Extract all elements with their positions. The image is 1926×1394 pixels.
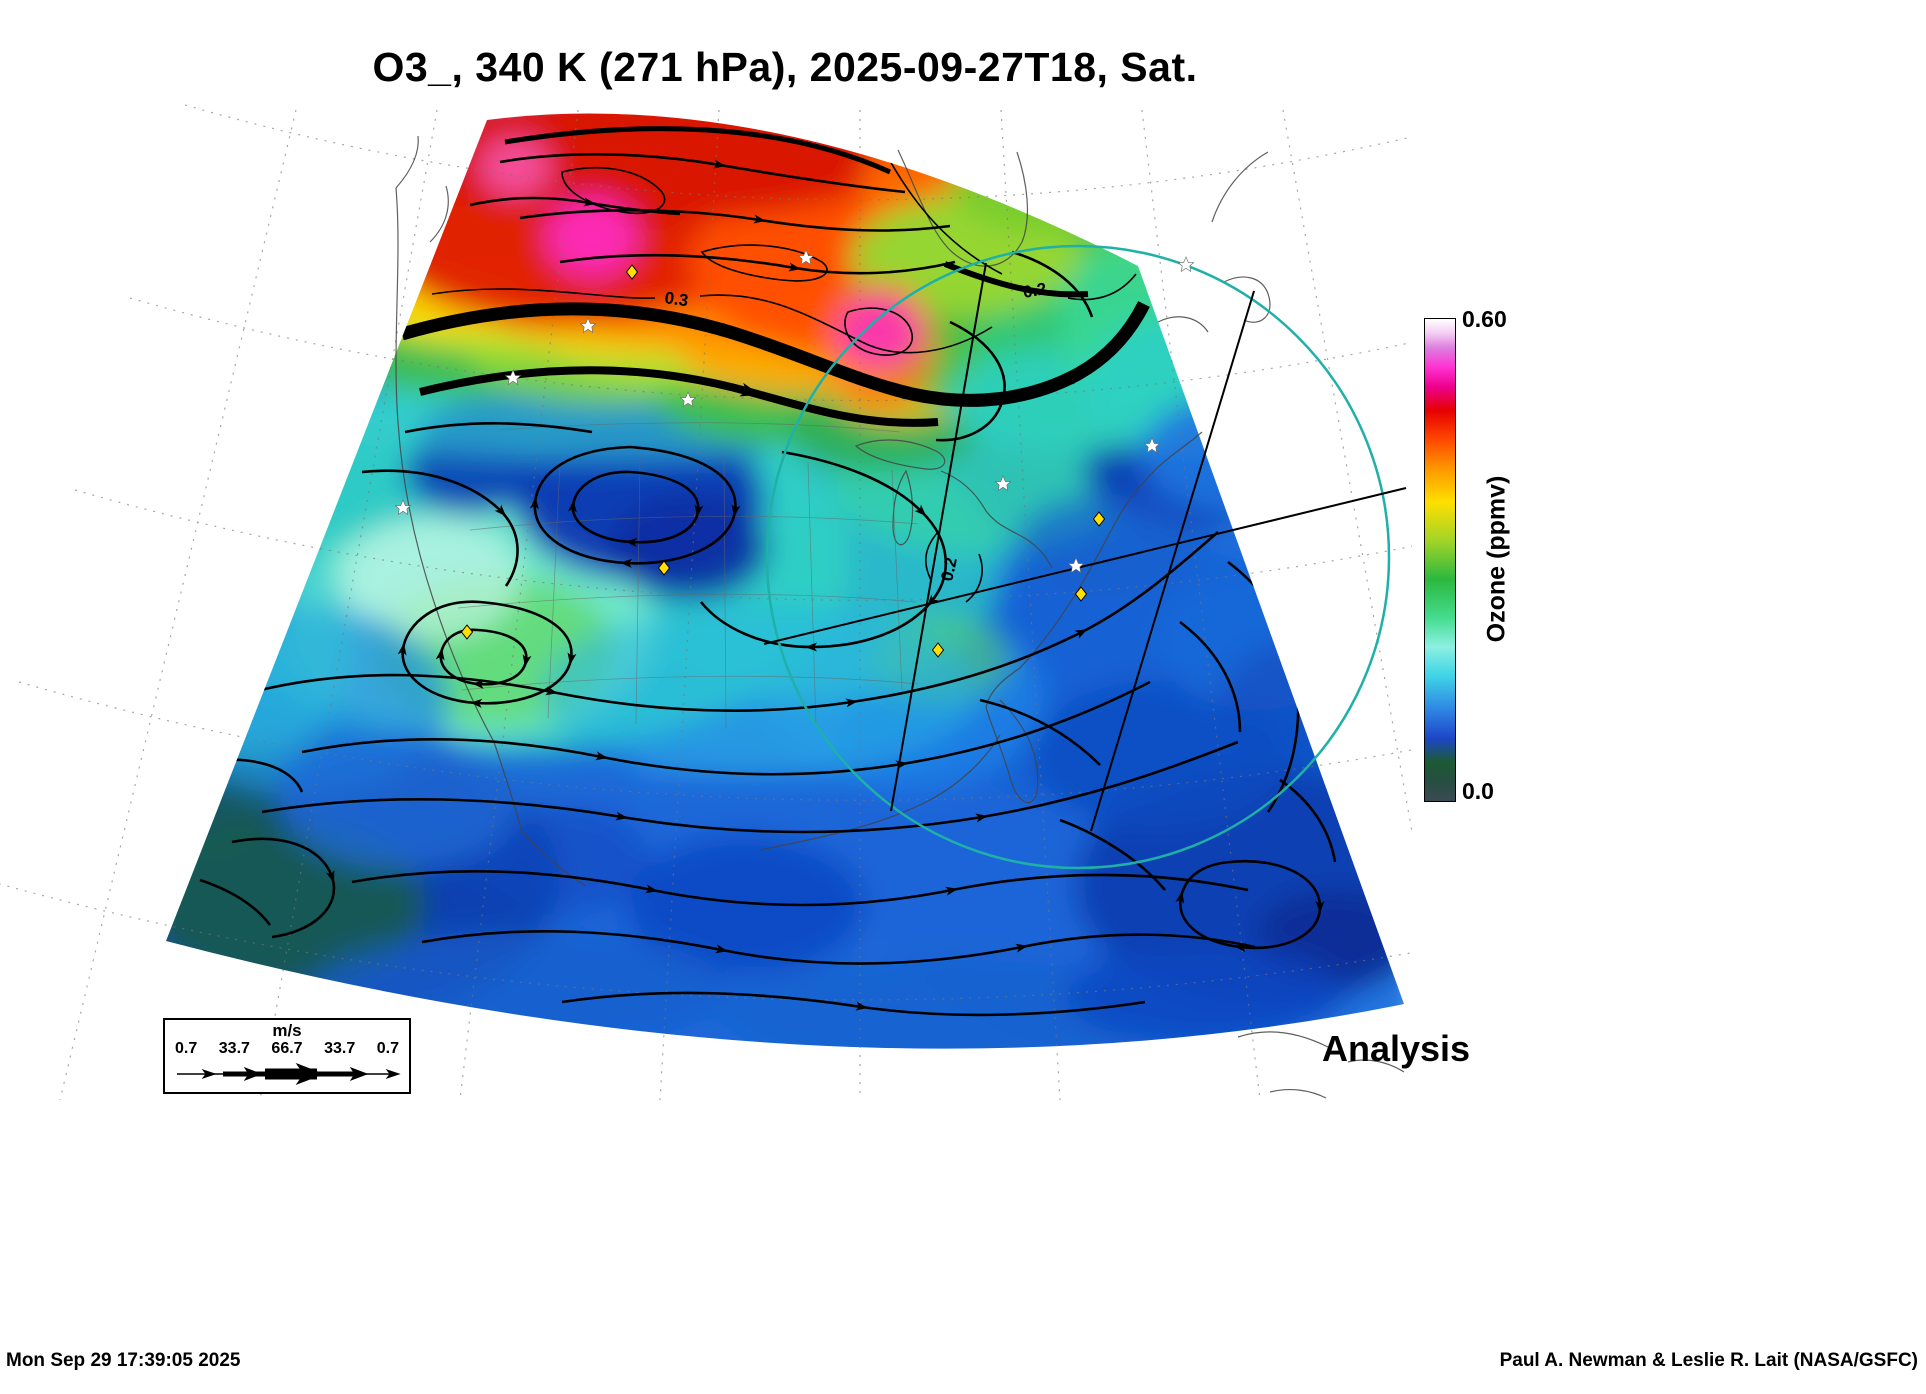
wind-scale-legend: m/s 0.7 33.7 66.7 33.7 0.7: [163, 1018, 411, 1094]
diamond-icon: [625, 264, 639, 280]
diamond-icon: [1074, 586, 1088, 602]
diamond-icon: [931, 642, 945, 658]
section-lines: [763, 262, 1407, 832]
wind-units-label: m/s: [272, 1021, 302, 1040]
colorbar-max-label: 0.60: [1462, 306, 1507, 332]
generation-timestamp: Mon Sep 29 17:39:05 2025: [6, 1350, 241, 1371]
wind-value: 66.7: [271, 1040, 303, 1057]
star-icon: [1143, 437, 1161, 454]
wind-values-row: 0.7 33.7 66.7 33.7 0.7: [165, 1040, 409, 1058]
star-icon: [579, 317, 597, 334]
star-icon: [1177, 256, 1195, 273]
range-ring: [765, 244, 1391, 870]
wind-value: 33.7: [218, 1040, 250, 1057]
star-icon: [994, 475, 1012, 492]
contour-label: 0.2: [937, 556, 961, 583]
diamond-markers: [460, 264, 1106, 658]
diamond-icon: [460, 624, 474, 640]
colorbar-gradient: [1424, 318, 1456, 802]
wind-value: 0.7: [376, 1040, 399, 1057]
colorbar-title: Ozone (ppmv): [1482, 475, 1511, 643]
colorbar-min-label: 0.0: [1462, 778, 1494, 804]
star-icon: [679, 391, 697, 408]
star-icon: [394, 499, 412, 516]
page-title: O3_, 340 K (271 hPa), 2025-09-27T18, Sat…: [372, 44, 1198, 90]
diamond-icon: [1092, 511, 1106, 527]
diamond-icon: [657, 560, 671, 576]
analysis-label: Analysis: [1322, 1028, 1471, 1069]
streamlines-layer: [199, 153, 1337, 1017]
contour-label: 0.3: [663, 288, 689, 310]
contour-label: 0.2: [1021, 279, 1048, 302]
star-markers: [394, 249, 1195, 574]
wind-value: 0.7: [175, 1040, 198, 1057]
ozone-color-field: [166, 113, 1404, 1049]
wind-scale-arrows-icon: [177, 1062, 401, 1086]
star-icon: [504, 369, 522, 386]
jet-stream-band: [400, 126, 1150, 427]
credit-line: Paul A. Newman & Leslie R. Lait (NASA/GS…: [1499, 1350, 1918, 1371]
star-icon: [1067, 557, 1085, 574]
wind-value: 33.7: [324, 1040, 356, 1057]
star-icon: [797, 249, 815, 266]
contour-labels: 0.3 0.2 0.2: [663, 279, 1048, 583]
